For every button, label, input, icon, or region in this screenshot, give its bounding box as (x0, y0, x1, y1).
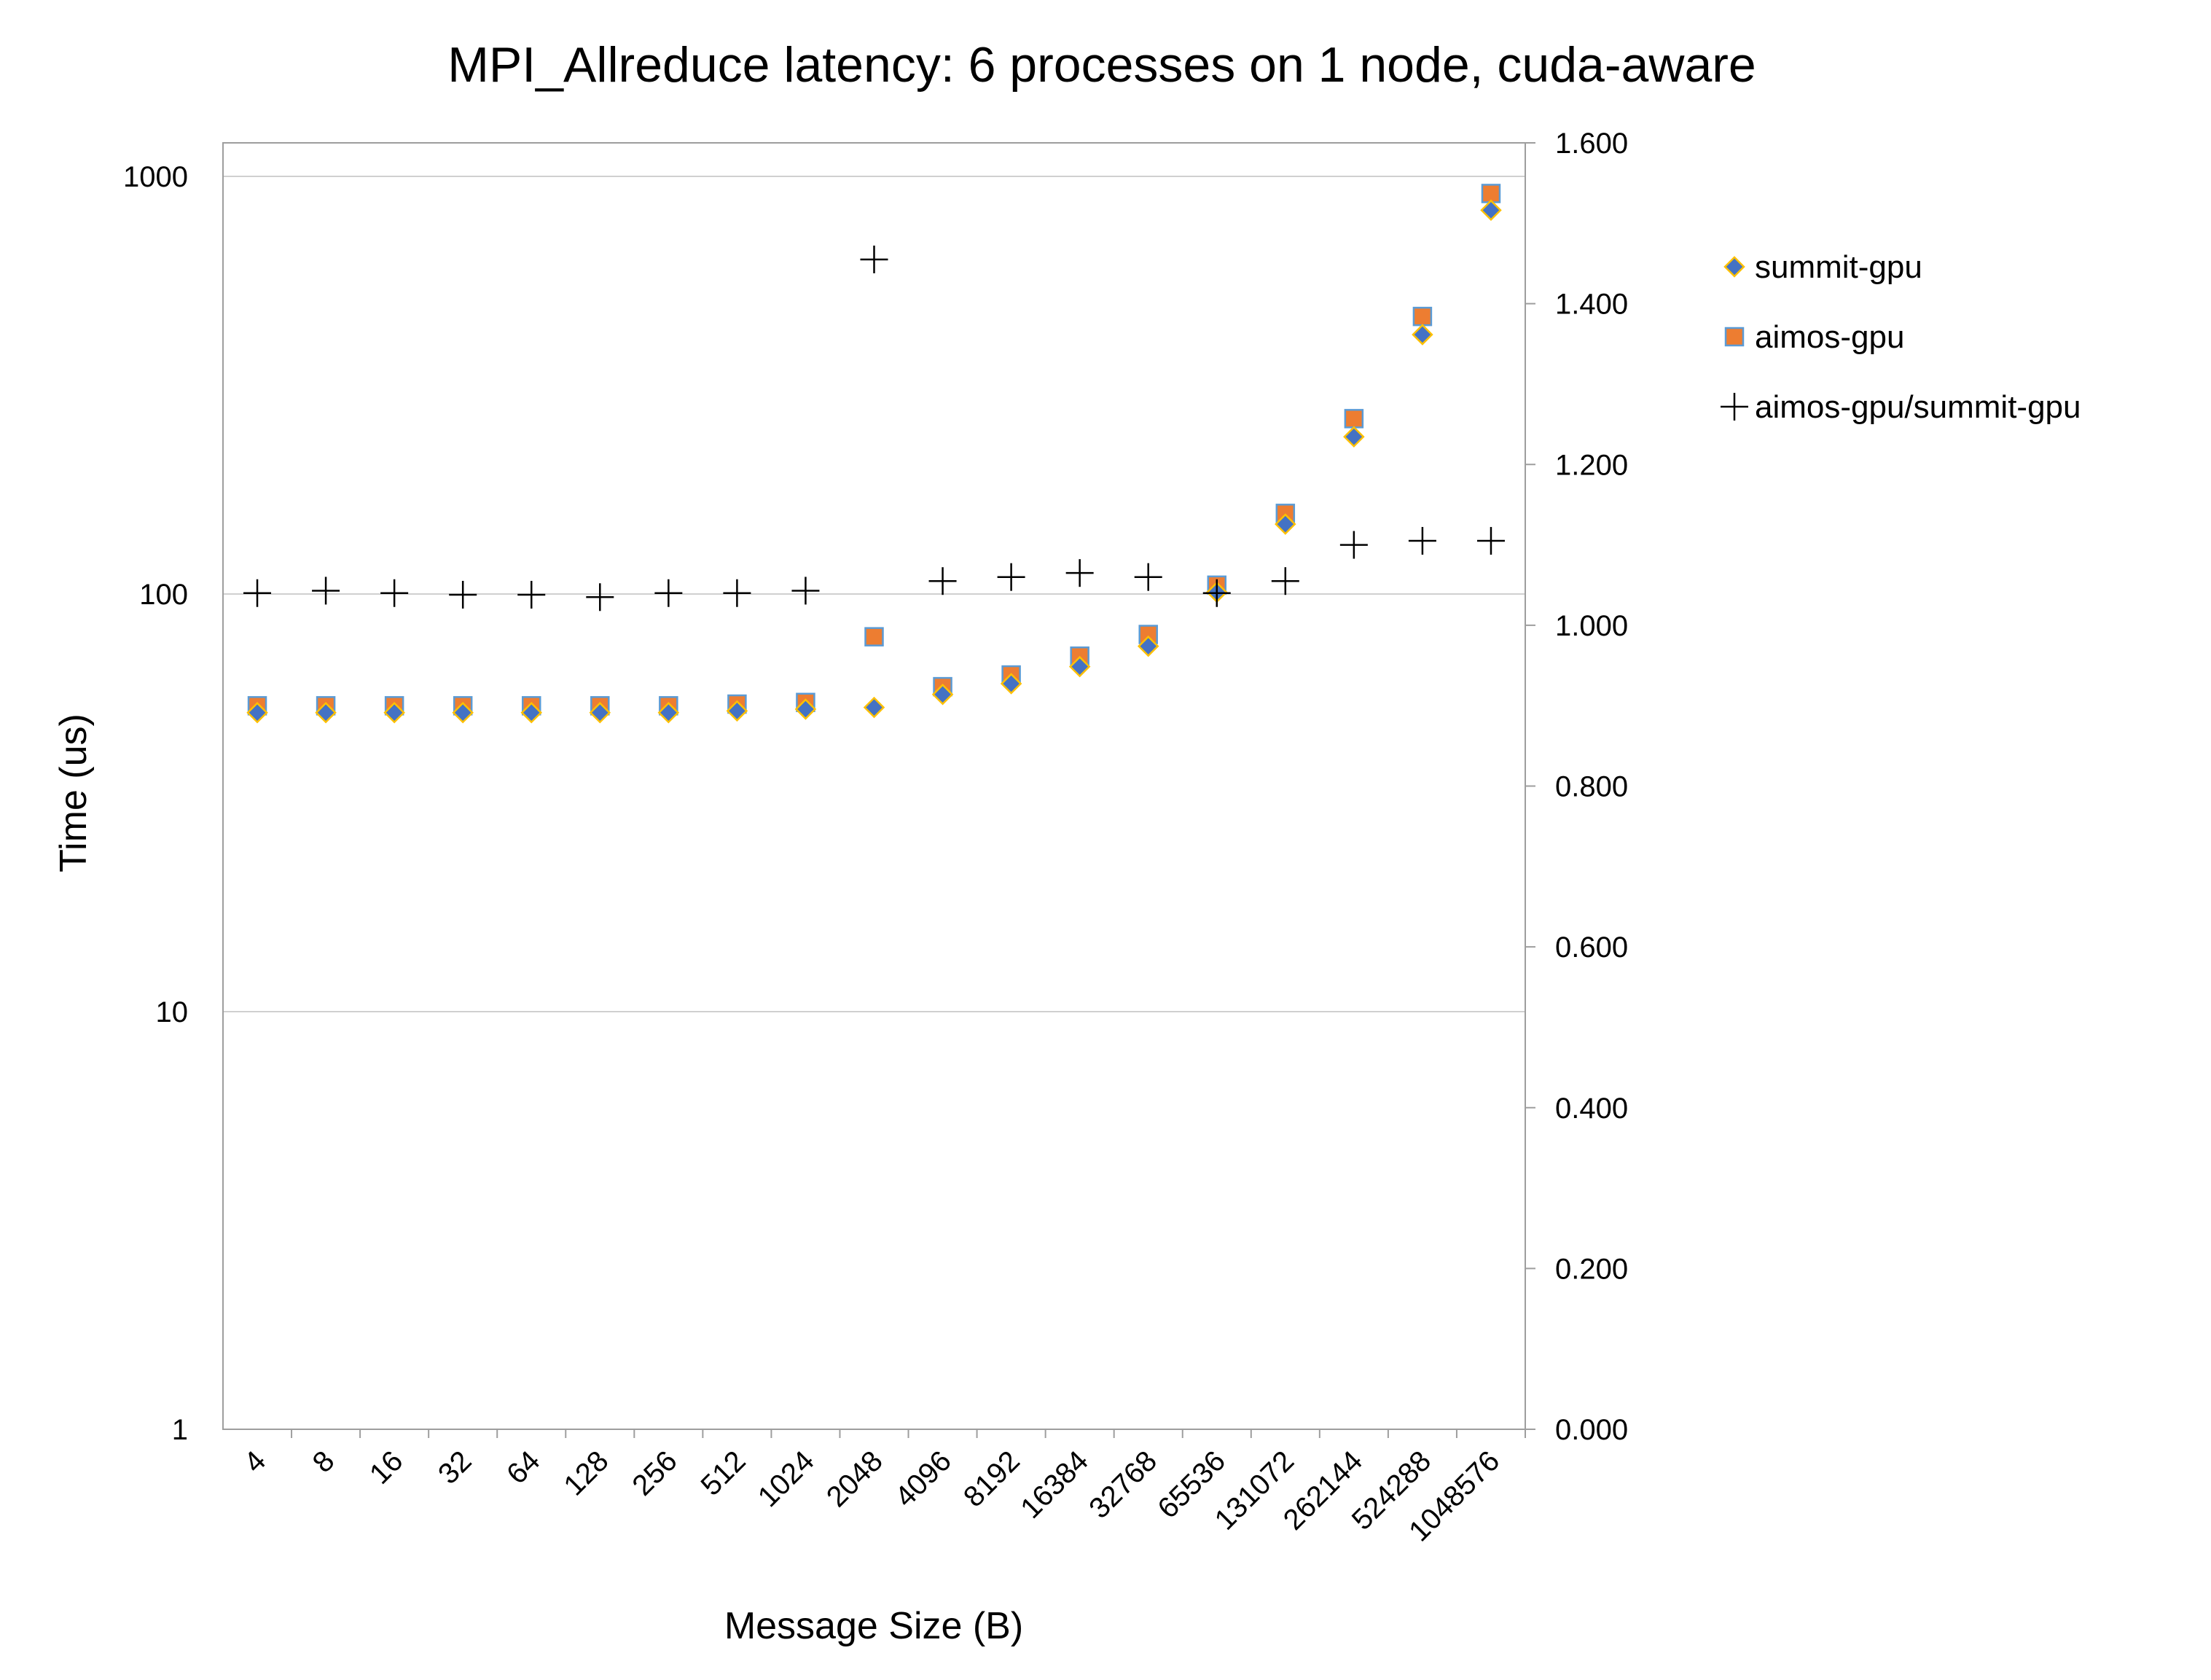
point-aimos-gpu-summit-gpu (1065, 559, 1094, 587)
point-aimos-gpu-summit-gpu (928, 567, 957, 595)
point-aimos-gpu-summit-gpu (860, 245, 888, 273)
y2-tick-label: 0.600 (1555, 931, 1628, 964)
point-aimos-gpu (864, 627, 884, 646)
legend-marker-aimos-gpu (1724, 327, 1745, 347)
x-tick-label: 16384 (1014, 1445, 1095, 1525)
point-summit-gpu (589, 701, 611, 724)
point-aimos-gpu-summit-gpu (1408, 527, 1436, 555)
point-summit-gpu (1137, 635, 1159, 657)
point-summit-gpu (1480, 199, 1502, 222)
point-aimos-gpu-summit-gpu (1339, 531, 1368, 559)
legend-marker-summit-gpu (1723, 256, 1745, 278)
point-summit-gpu (520, 701, 543, 724)
legend-label-summit-gpu: summit-gpu (1755, 249, 1922, 285)
point-aimos-gpu-summit-gpu (586, 583, 614, 612)
point-aimos-gpu-summit-gpu (449, 580, 477, 609)
point-summit-gpu (1412, 324, 1433, 345)
y2-tick-label: 1.200 (1555, 449, 1628, 481)
legend-marker-aimos-gpu-summit-gpu (1721, 393, 1748, 421)
x-tick-label: 64 (501, 1445, 547, 1490)
x-tick-label: 8 (307, 1445, 341, 1479)
point-summit-gpu (1068, 655, 1091, 678)
y2-tick-label: 0.800 (1555, 771, 1628, 803)
point-summit-gpu (1275, 513, 1296, 535)
legend-label-aimos-gpu: aimos-gpu (1755, 319, 1904, 355)
point-summit-gpu (315, 701, 337, 724)
point-aimos-gpu-summit-gpu (312, 577, 340, 605)
grid-layer (223, 176, 1525, 1012)
y-tick-label: 100 (139, 579, 188, 611)
data-marks (243, 184, 1505, 724)
y2-axis-ticks: 0.000 0.200 0.400 0.600 0.800 1.000 1.200 1.400… (1525, 128, 1628, 1446)
point-aimos-gpu (1344, 409, 1364, 429)
y-tick-label: 1000 (123, 161, 188, 193)
y2-tick-label: 1.400 (1555, 289, 1628, 321)
point-aimos-gpu-summit-gpu (997, 563, 1025, 591)
x-tick-label: 4096 (889, 1445, 958, 1513)
x-tick-label: 32 (432, 1445, 478, 1490)
x-tick-label: 256 (626, 1445, 683, 1501)
x-axis-title: Message Size (B) (724, 1605, 1023, 1647)
x-axis-ticks: 4 8 16 32 64 128 256 512 1024 2048 4096 81921638432… (238, 1429, 1526, 1547)
y-axis-ticks: 1 10 100 1000 (123, 161, 188, 1446)
y-tick-label: 1 (172, 1414, 188, 1446)
y-tick-label: 10 (156, 996, 189, 1028)
point-aimos-gpu-summit-gpu (380, 579, 409, 607)
y2-tick-label: 1.000 (1555, 610, 1628, 642)
x-tick-label: 512 (694, 1445, 751, 1501)
point-aimos-gpu-summit-gpu (723, 579, 751, 607)
y-axis-title: Time (us) (52, 714, 95, 872)
x-tick-label: 2048 (821, 1445, 889, 1513)
point-summit-gpu (1000, 673, 1022, 695)
y2-tick-label: 0.000 (1555, 1414, 1628, 1446)
point-aimos-gpu-summit-gpu (243, 579, 272, 607)
y2-tick-label: 1.600 (1555, 128, 1628, 160)
point-summit-gpu (931, 683, 954, 706)
point-aimos-gpu (1412, 306, 1433, 327)
point-summit-gpu (452, 701, 474, 724)
point-aimos-gpu-summit-gpu (654, 579, 683, 607)
x-tick-label: 32768 (1083, 1445, 1163, 1525)
point-aimos-gpu-summit-gpu (1476, 527, 1505, 555)
point-aimos-gpu-summit-gpu (517, 580, 546, 609)
y2-tick-label: 0.400 (1555, 1093, 1628, 1125)
x-tick-label: 1024 (752, 1445, 821, 1513)
point-aimos-gpu (1481, 184, 1501, 203)
point-summit-gpu (1343, 426, 1365, 448)
point-summit-gpu (383, 701, 405, 724)
x-tick-label: 16 (364, 1445, 410, 1490)
x-tick-label: 128 (557, 1445, 614, 1501)
point-aimos-gpu-summit-gpu (1271, 567, 1299, 595)
point-aimos-gpu-summit-gpu (1134, 563, 1162, 591)
point-summit-gpu (657, 701, 680, 724)
y2-tick-label: 0.200 (1555, 1253, 1628, 1285)
plot-area (222, 142, 1526, 1430)
point-summit-gpu (726, 700, 748, 722)
point-aimos-gpu-summit-gpu (1202, 579, 1231, 607)
point-summit-gpu (863, 696, 885, 719)
point-summit-gpu (246, 701, 268, 724)
legend-label-aimos-gpu-summit-gpu: aimos-gpu/summit-gpu (1755, 389, 2081, 425)
chart-title: MPI_Allreduce latency: 6 processes on 1 … (447, 37, 1756, 93)
x-tick-label: 4 (238, 1445, 273, 1479)
point-summit-gpu (794, 698, 817, 720)
legend: summit-gpu aimos-gpu aimos-gpu/summit-gpu (1721, 249, 2081, 425)
point-aimos-gpu-summit-gpu (791, 577, 820, 605)
